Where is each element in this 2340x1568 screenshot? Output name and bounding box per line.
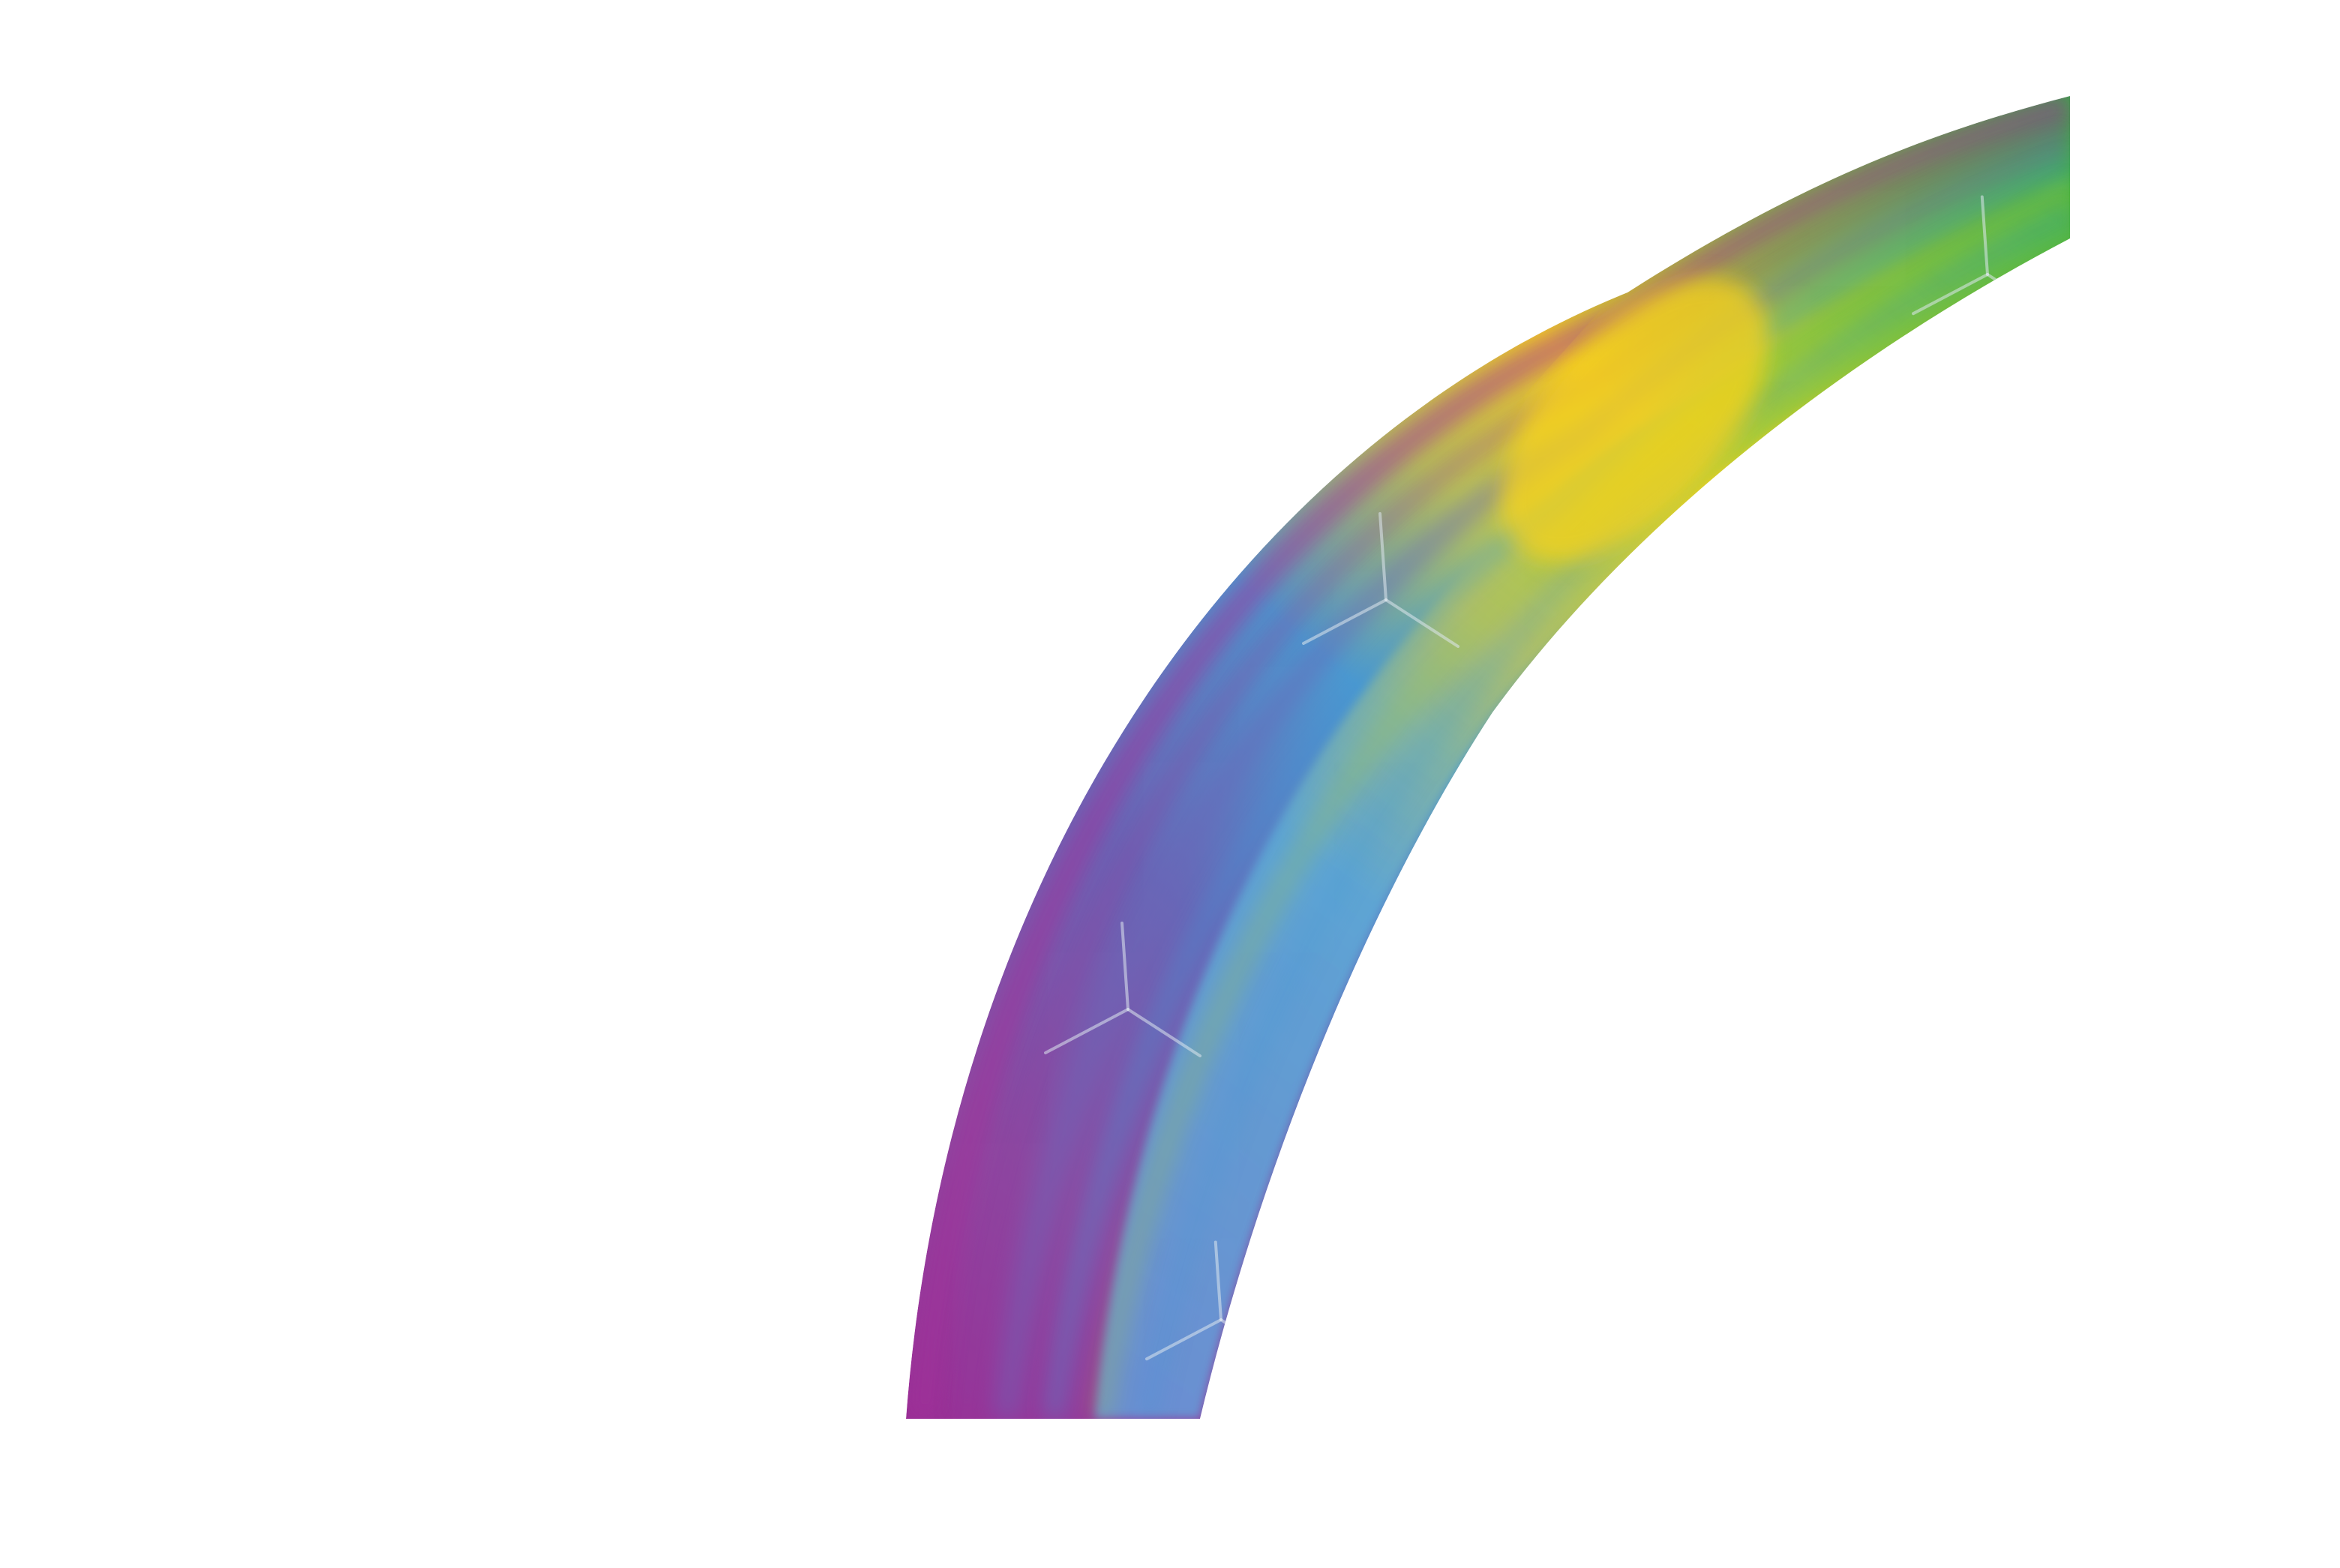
- sparkle-icon: [1044, 922, 1202, 1057]
- rainbow-stripe: [1042, 157, 2070, 1419]
- rainbow-bands: [906, 96, 2070, 1419]
- rainbow-stripe: [908, 96, 2070, 1419]
- rainbow-stripe: [992, 131, 2070, 1419]
- yellow-glow: [1502, 278, 1768, 562]
- rainbow-stripe: [1138, 205, 2070, 1419]
- rainbow-arc-inner: [1095, 171, 2070, 1419]
- rainbow-stripe: [953, 113, 2070, 1419]
- rainbow-stripe: [1088, 179, 2070, 1419]
- sparkle-icon: [1302, 512, 1460, 648]
